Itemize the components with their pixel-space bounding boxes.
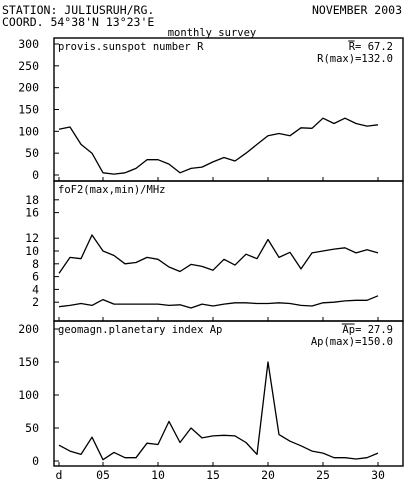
y-tick-label: 300 (18, 37, 39, 51)
y-tick-label: 0 (32, 454, 39, 468)
panel-title: geomagn.planetary index Ap (58, 324, 222, 336)
max-annotation: Ap(max)=150.0 (311, 336, 393, 348)
y-tick-label: 0 (32, 168, 39, 182)
series-line (58, 295, 379, 309)
y-tick-label: 6 (32, 270, 39, 284)
x-tick-label: 25 (316, 468, 330, 480)
y-tick-label: 150 (18, 355, 39, 369)
y-tick-label: 18 (25, 193, 39, 207)
y-tick-label: 50 (25, 421, 39, 435)
y-tick-label: 50 (25, 146, 39, 160)
x-tick-label: 05 (96, 468, 110, 480)
y-tick-label: 4 (32, 282, 39, 296)
panel-frame (53, 320, 404, 467)
y-tick-label: 200 (18, 81, 39, 95)
x-tick-label: 20 (261, 468, 275, 480)
x-tick-label: 10 (151, 468, 165, 480)
survey-subtitle: monthly survey (168, 27, 257, 39)
station-label: STATION: JULIUSRUH/RG. (2, 3, 154, 17)
y-tick-label: 100 (18, 124, 39, 138)
max-annotation: R(max)=132.0 (317, 53, 393, 65)
x-tick-label: d (56, 468, 63, 480)
y-tick-label: 250 (18, 59, 39, 73)
panel-title: foF2(max,min)/MHz (58, 184, 165, 196)
y-tick-label: 2 (32, 295, 39, 309)
series-line (58, 234, 379, 274)
y-tick-label: 8 (32, 257, 39, 271)
x-tick-label: 15 (206, 468, 220, 480)
coordinates-label: COORD. 54°38'N 13°23'E (2, 15, 154, 29)
series-line (58, 361, 379, 461)
month-label: NOVEMBER 2003 (312, 3, 402, 17)
x-tick-label: 30 (371, 468, 385, 480)
mean-annotation: Ap= 27.9 (342, 324, 393, 336)
y-tick-label: 150 (18, 103, 39, 117)
y-tick-label: 12 (25, 231, 39, 245)
y-tick-label: 10 (25, 244, 39, 258)
ap-panel: 0 50 100 150 200 d 05 10 15 20 25 30 geomagn.planeta… (18, 320, 404, 480)
y-tick-label: 200 (18, 322, 39, 336)
panel-title: provis.sunspot number R (58, 41, 204, 53)
y-tick-label: 100 (18, 388, 39, 402)
series-line (58, 117, 379, 175)
mean-annotation: R= 67.2 (349, 41, 393, 53)
y-tick-label: 16 (25, 206, 39, 220)
sunspot-panel: 0 50 100 150 200 250 300 provis.sunspot number … (18, 37, 404, 182)
